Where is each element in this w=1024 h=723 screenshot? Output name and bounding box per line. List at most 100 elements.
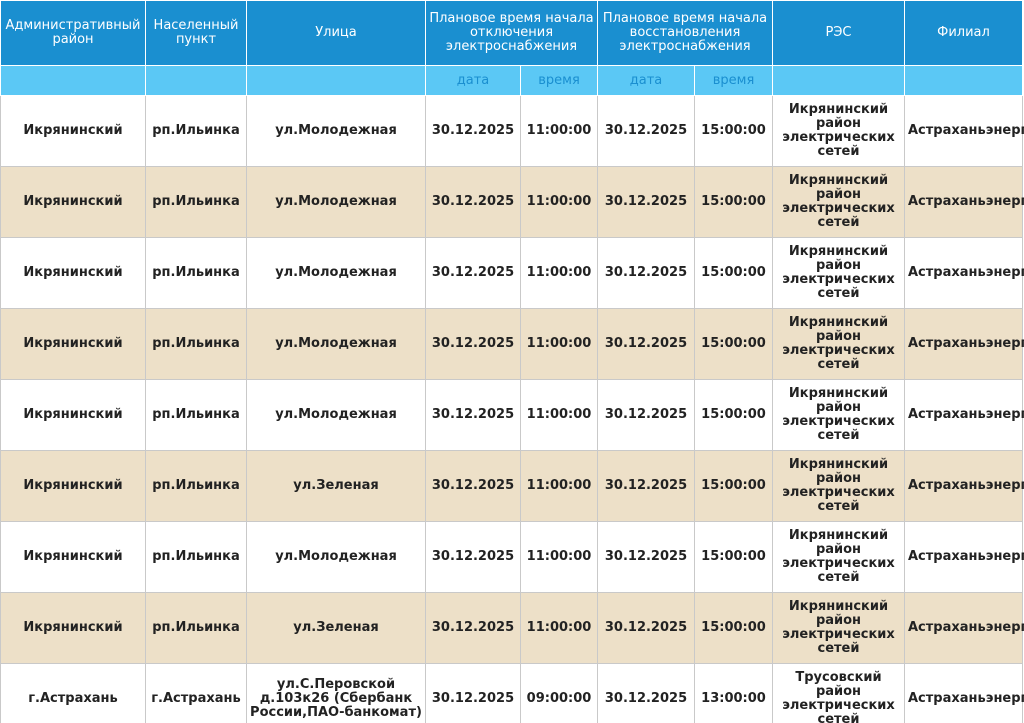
table-cell: Астраханьэнерго: [904, 379, 1024, 451]
table-cell: Икрянинский район электрических сетей: [772, 521, 905, 593]
table-cell: ул.Молодежная: [246, 379, 426, 451]
table-cell: 30.12.2025: [425, 450, 521, 522]
subheader-cell: [0, 65, 146, 96]
table-cell: рп.Ильинка: [145, 95, 247, 167]
table-cell: Икрянинский: [0, 237, 146, 309]
table-cell: 30.12.2025: [597, 308, 695, 380]
table-cell: рп.Ильинка: [145, 592, 247, 664]
column-header: Плановое время начала отключения электро…: [425, 0, 598, 66]
table-cell: рп.Ильинка: [145, 237, 247, 309]
column-header: Плановое время начала восстановления эле…: [597, 0, 773, 66]
table-cell: ул.Молодежная: [246, 237, 426, 309]
table-cell: рп.Ильинка: [145, 166, 247, 238]
table-cell: 15:00:00: [694, 592, 773, 664]
table-cell: 30.12.2025: [425, 379, 521, 451]
table-cell: 30.12.2025: [597, 592, 695, 664]
table-cell: ул.Молодежная: [246, 521, 426, 593]
table-cell: 30.12.2025: [597, 663, 695, 723]
table-cell: 30.12.2025: [597, 450, 695, 522]
table-cell: ул.Молодежная: [246, 166, 426, 238]
table-cell: Икрянинский район электрических сетей: [772, 592, 905, 664]
table-row: Икрянинский рп.Ильинка ул.Молодежная 30.12.…: [0, 166, 1024, 238]
table-cell: Икрянинский: [0, 450, 146, 522]
table-cell: рп.Ильинка: [145, 308, 247, 380]
column-header: Филиал: [904, 0, 1023, 66]
table-cell: Икрянинский район электрических сетей: [772, 166, 905, 238]
table-cell: Икрянинский район электрических сетей: [772, 308, 905, 380]
table-cell: 30.12.2025: [597, 237, 695, 309]
table-cell: г.Астрахань: [145, 663, 247, 723]
table-cell: 30.12.2025: [425, 663, 521, 723]
table-cell: Астраханьэнерго: [904, 95, 1024, 167]
table-cell: 30.12.2025: [425, 308, 521, 380]
table-cell: ул.Молодежная: [246, 308, 426, 380]
table-row: Икрянинский рп.Ильинка ул.Молодежная 30.12.…: [0, 379, 1024, 451]
table-row: Икрянинский рп.Ильинка ул.Молодежная 30.12.…: [0, 237, 1024, 309]
table-cell: 09:00:00: [520, 663, 598, 723]
table-row: г.Астрахань г.Астрахань ул.С.Перовской д.1…: [0, 663, 1024, 723]
table-cell: рп.Ильинка: [145, 521, 247, 593]
table-cell: Икрянинский район электрических сетей: [772, 379, 905, 451]
subheader-cell: [772, 65, 905, 96]
table-row: Икрянинский рп.Ильинка ул.Молодежная 30.12.…: [0, 521, 1024, 593]
table-cell: 30.12.2025: [425, 521, 521, 593]
table-cell: Астраханьэнерго: [904, 166, 1024, 238]
table-cell: Икрянинский район электрических сетей: [772, 237, 905, 309]
table-cell: 30.12.2025: [597, 379, 695, 451]
table-cell: рп.Ильинка: [145, 450, 247, 522]
table-cell: 11:00:00: [520, 308, 598, 380]
table-cell: Астраханьэнерго: [904, 592, 1024, 664]
subheader-cell: время: [694, 65, 773, 96]
table-cell: ул.Зеленая: [246, 450, 426, 522]
table-cell: 15:00:00: [694, 237, 773, 309]
table-cell: 15:00:00: [694, 521, 773, 593]
subheader-cell: [904, 65, 1023, 96]
table-cell: Астраханьэнерго: [904, 521, 1024, 593]
column-header: РЭС: [772, 0, 905, 66]
table-cell: 15:00:00: [694, 308, 773, 380]
table-cell: ул.Зеленая: [246, 592, 426, 664]
table-cell: 30.12.2025: [425, 237, 521, 309]
table-cell: 11:00:00: [520, 166, 598, 238]
table-cell: 11:00:00: [520, 95, 598, 167]
subheader-cell: [246, 65, 426, 96]
table-cell: 15:00:00: [694, 166, 773, 238]
table-cell: Икрянинский: [0, 592, 146, 664]
table-cell: Астраханьэнерго: [904, 237, 1024, 309]
table-cell: Икрянинский: [0, 379, 146, 451]
table-cell: г.Астрахань: [0, 663, 146, 723]
table-cell: 30.12.2025: [425, 592, 521, 664]
table-cell: 11:00:00: [520, 450, 598, 522]
table-cell: ул.С.Перовской д.103к26 (Сбербанк России…: [246, 663, 426, 723]
table-row: Икрянинский рп.Ильинка ул.Зеленая 30.12.202…: [0, 450, 1024, 522]
table-header: Административный район Населенный пункт Ул…: [0, 0, 1023, 96]
table-cell: Астраханьэнерго: [904, 450, 1024, 522]
table-cell: Астраханьэнерго: [904, 308, 1024, 380]
table-cell: Трусовский район электрических сетей: [772, 663, 905, 723]
table-body: Икрянинский рп.Ильинка ул.Молодежная 30.12.…: [0, 95, 1024, 723]
column-header: Населенный пункт: [145, 0, 247, 66]
subheader-cell: время: [520, 65, 598, 96]
subheader-cell: [145, 65, 247, 96]
table-cell: Икрянинский: [0, 521, 146, 593]
table-cell: 30.12.2025: [597, 95, 695, 167]
table-row: Икрянинский рп.Ильинка ул.Молодежная 30.12.…: [0, 308, 1024, 380]
table-cell: 15:00:00: [694, 379, 773, 451]
column-header: Улица: [246, 0, 426, 66]
table-cell: 11:00:00: [520, 237, 598, 309]
table-cell: 30.12.2025: [597, 166, 695, 238]
table-cell: 15:00:00: [694, 450, 773, 522]
table-cell: 11:00:00: [520, 379, 598, 451]
column-header: Административный район: [0, 0, 146, 66]
table-cell: 30.12.2025: [597, 521, 695, 593]
subheader-row: дата время дата время: [0, 65, 1023, 96]
table-cell: Икрянинский район электрических сетей: [772, 450, 905, 522]
header-row: Административный район Населенный пункт Ул…: [0, 0, 1023, 66]
subheader-cell: дата: [597, 65, 695, 96]
table-row: Икрянинский рп.Ильинка ул.Зеленая 30.12.202…: [0, 592, 1024, 664]
table-cell: Икрянинский: [0, 166, 146, 238]
table-cell: 30.12.2025: [425, 166, 521, 238]
table-cell: ул.Молодежная: [246, 95, 426, 167]
table-cell: рп.Ильинка: [145, 379, 247, 451]
